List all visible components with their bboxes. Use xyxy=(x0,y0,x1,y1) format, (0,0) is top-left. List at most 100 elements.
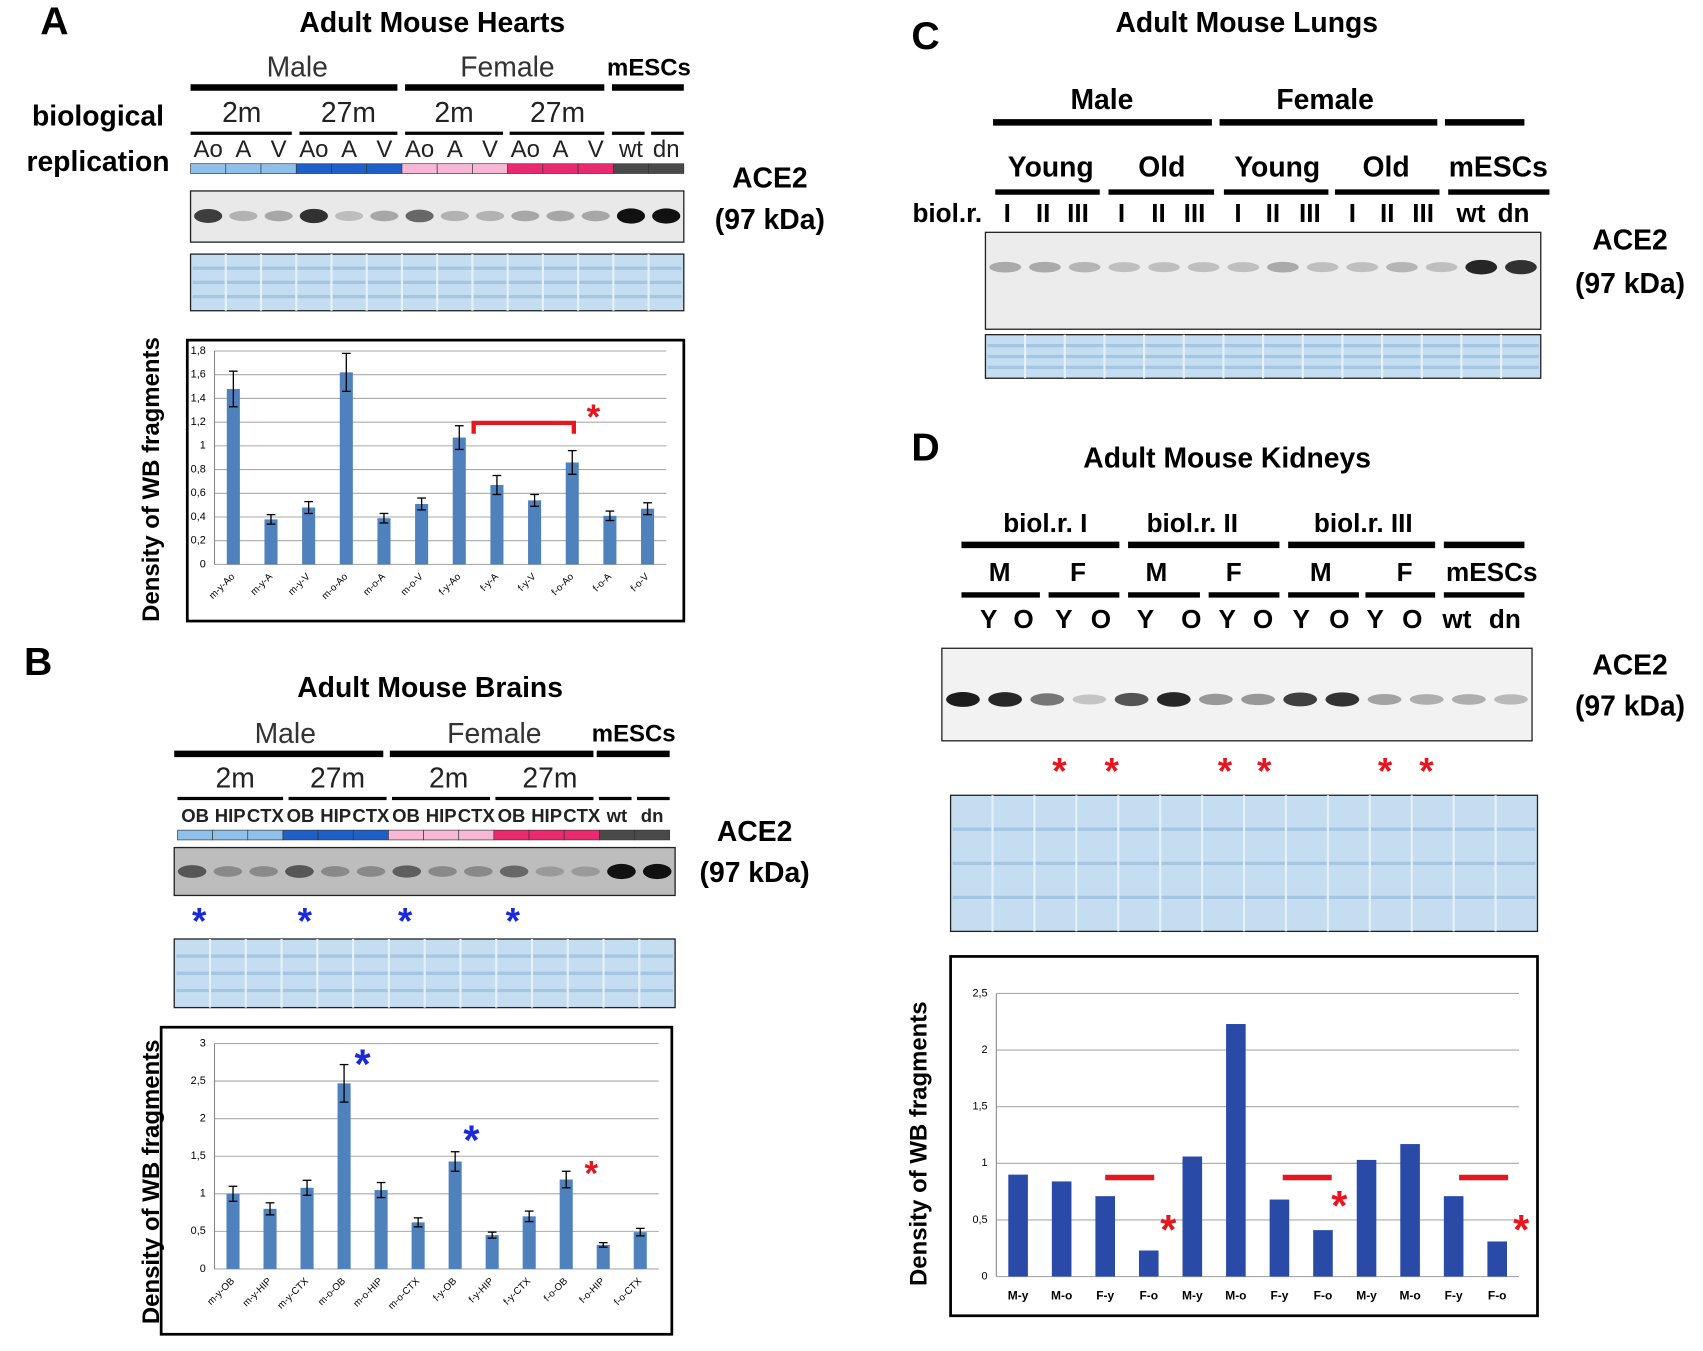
blot-band xyxy=(581,210,610,222)
significance-star: * xyxy=(1105,749,1120,791)
group-color xyxy=(260,163,297,174)
lane-label: dn xyxy=(1489,604,1521,634)
panel-title: Adult Mouse Brains xyxy=(297,671,563,703)
subgroup-label: Young xyxy=(1234,151,1320,183)
significance-star: * xyxy=(1419,749,1434,791)
blot-band xyxy=(464,866,493,877)
subgroup-label: Old xyxy=(1363,151,1410,183)
bar xyxy=(485,1235,499,1269)
protein-size: (97 kDa) xyxy=(1575,267,1685,299)
lane-label: dn xyxy=(641,805,664,826)
bar xyxy=(565,462,579,565)
y-tick-label: 0,6 xyxy=(191,487,206,499)
panel-label: C xyxy=(911,15,939,58)
lane-label: wt xyxy=(1441,604,1471,634)
blot-band xyxy=(392,865,422,878)
age-label: 27m xyxy=(530,96,585,128)
western-blot xyxy=(984,231,1542,330)
blot-band xyxy=(607,863,636,880)
error-bar xyxy=(339,1063,349,1103)
lane-label: wt xyxy=(618,136,643,163)
y-tick-label: 0 xyxy=(200,1263,206,1275)
group-label: mESCs xyxy=(592,721,676,748)
blot-band xyxy=(652,208,681,224)
blot-band xyxy=(320,866,350,877)
x-tick-label: F-y xyxy=(1445,1288,1463,1302)
protein-size: (97 kDa) xyxy=(1575,690,1685,722)
lane-label: A xyxy=(447,136,463,163)
error-bar xyxy=(530,493,539,507)
lane-label: II xyxy=(1151,198,1166,228)
significance-star: * xyxy=(506,900,521,942)
lane-label: OB xyxy=(181,805,209,826)
group-color xyxy=(212,829,249,841)
error-bar xyxy=(302,1179,312,1196)
lane-label: OB xyxy=(287,805,315,826)
group-color xyxy=(423,829,460,841)
bar xyxy=(1443,1196,1464,1277)
bar xyxy=(1182,1156,1203,1277)
annotation: * xyxy=(463,1118,480,1164)
group-label: Female xyxy=(460,50,554,82)
bar xyxy=(1313,1230,1333,1277)
y-tick-label: 2,5 xyxy=(191,1075,206,1087)
blot-band xyxy=(335,210,364,222)
blot-band xyxy=(1306,262,1339,273)
group-color xyxy=(634,829,670,841)
x-tick-label: M-y xyxy=(1182,1288,1203,1302)
panel-label: A xyxy=(40,1,68,44)
blot-band xyxy=(1114,692,1149,707)
blot-band xyxy=(1465,259,1498,275)
age-label: 27m xyxy=(321,96,376,128)
bar xyxy=(633,1232,647,1269)
blot-band xyxy=(177,865,207,878)
group-color xyxy=(401,163,438,174)
error-bar xyxy=(524,1210,534,1223)
bar xyxy=(1051,1181,1072,1277)
significance-star: * xyxy=(1218,749,1233,791)
lane-label: V xyxy=(588,136,604,163)
age-label: 2m xyxy=(429,762,468,794)
group-color xyxy=(528,829,565,841)
significance-star: * xyxy=(1378,749,1393,791)
error-bar xyxy=(643,502,652,516)
blot-band xyxy=(1505,260,1537,275)
error-bar xyxy=(379,512,389,524)
bar xyxy=(1095,1196,1116,1277)
lane-label: Y xyxy=(1292,604,1309,634)
subgroup-label: Young xyxy=(1008,151,1094,183)
protein-label: ACE2 xyxy=(732,162,807,194)
error-bar xyxy=(598,1241,608,1248)
lane-label: O xyxy=(1329,604,1349,634)
group-color xyxy=(190,163,227,174)
panel-label: B xyxy=(24,641,52,684)
blot-band xyxy=(264,210,293,222)
blot-band xyxy=(1494,694,1528,705)
blot-band xyxy=(229,210,258,222)
y-tick-label: 2 xyxy=(982,1044,988,1056)
group-color xyxy=(388,829,424,841)
x-tick-label: F-y xyxy=(1270,1288,1288,1302)
error-bar xyxy=(635,1227,645,1237)
blot-band xyxy=(988,692,1022,707)
y-tick-label: 1,2 xyxy=(191,416,206,428)
blot-band xyxy=(1030,693,1065,706)
group-color xyxy=(648,163,685,174)
error-bar xyxy=(561,1170,571,1189)
significance-star: * xyxy=(1257,749,1272,791)
bar xyxy=(339,372,353,565)
bar xyxy=(337,1083,351,1269)
significance-star: * xyxy=(298,900,313,942)
western-blot xyxy=(189,190,685,243)
lane-label: OB xyxy=(498,805,526,826)
bar xyxy=(1356,1159,1377,1277)
bar xyxy=(522,1216,536,1269)
blot-band xyxy=(1068,261,1101,273)
error-bar xyxy=(413,1217,423,1228)
age-label: 27m xyxy=(310,762,365,794)
x-tick-label: F-o xyxy=(1314,1288,1333,1302)
sex-label: F xyxy=(1070,557,1086,587)
lane-label: O xyxy=(1013,604,1033,634)
group-color xyxy=(577,163,614,174)
